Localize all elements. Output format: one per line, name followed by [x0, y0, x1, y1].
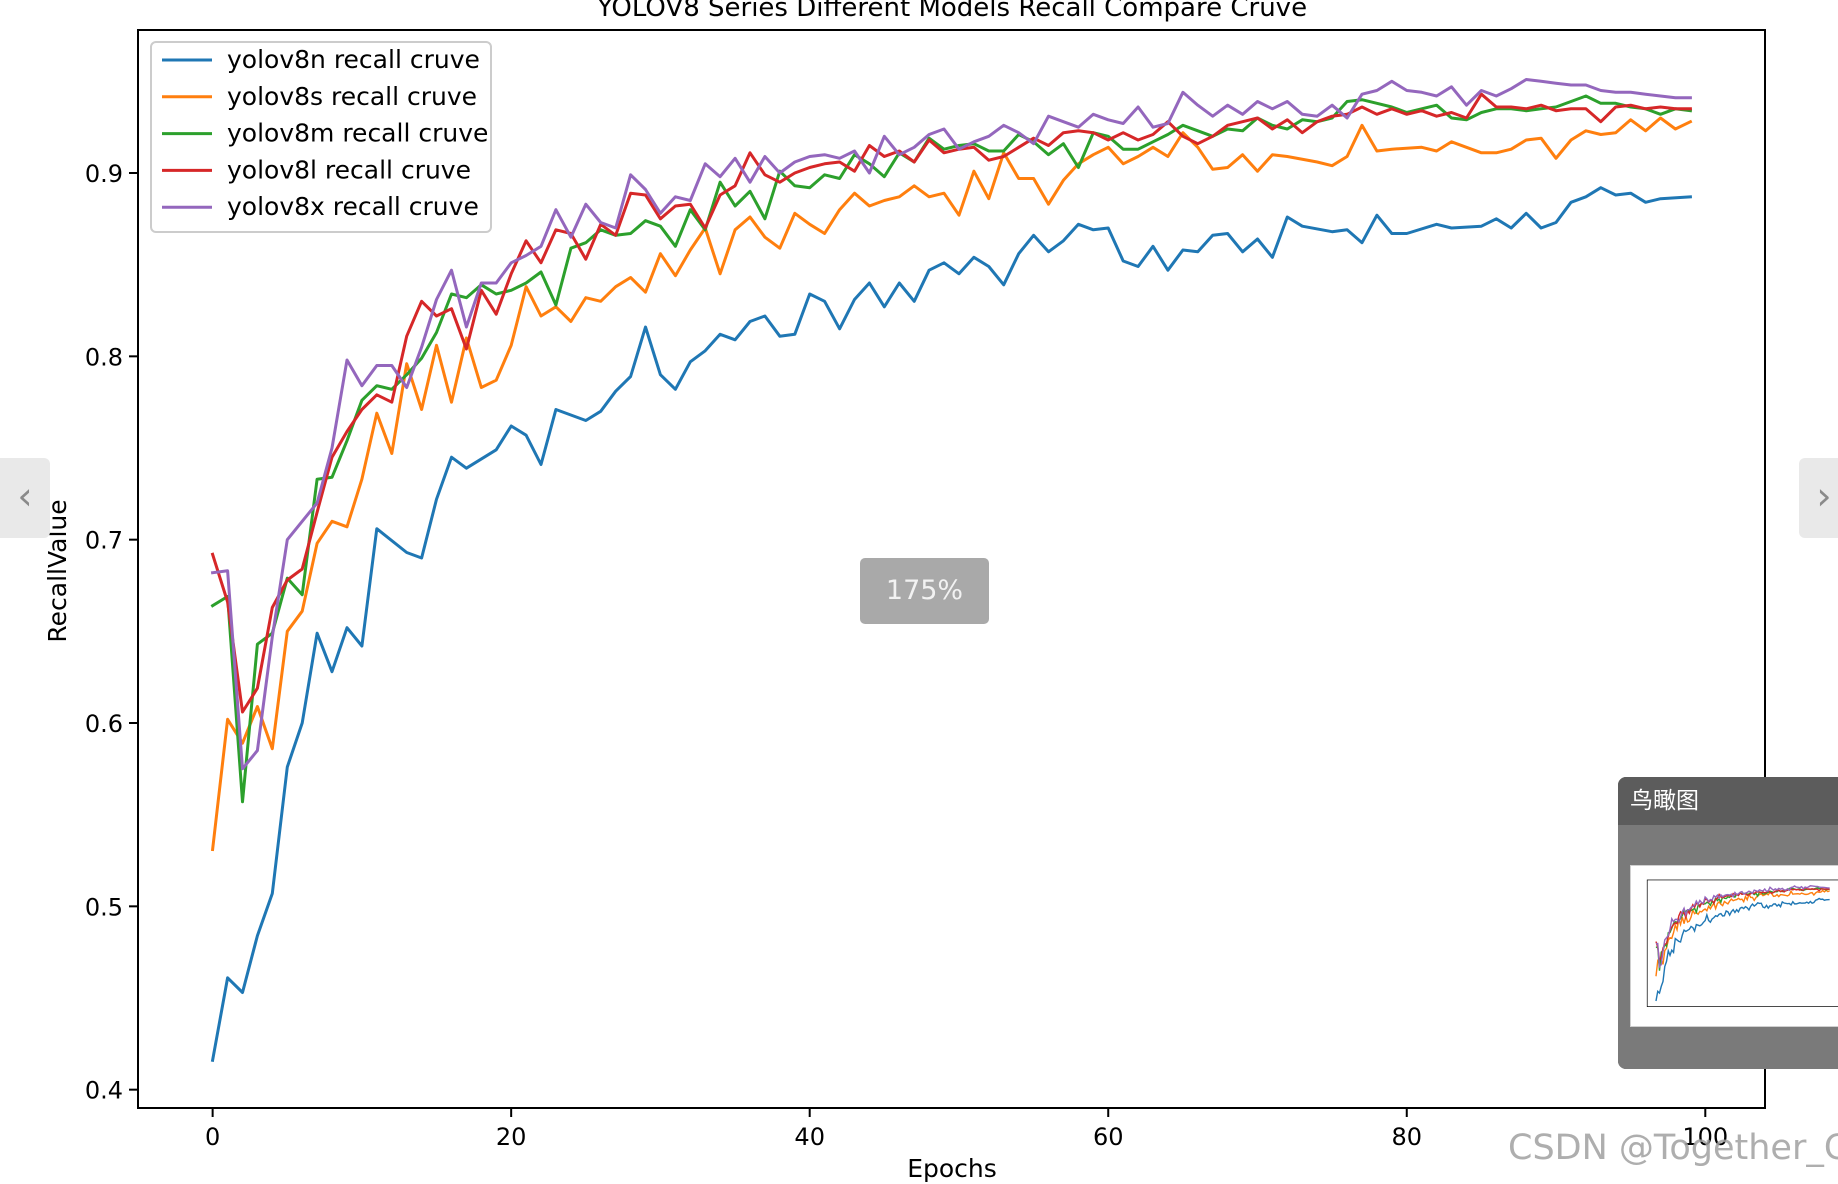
x-tick-label: 40	[794, 1123, 825, 1151]
axis-ticks: 0 20 40 60 80 100 0.4 0.5 0.6 0.7 0.8 0.9	[85, 160, 1728, 1151]
overview-panel[interactable]: 鸟瞰图	[1618, 777, 1838, 1069]
overview-title: 鸟瞰图	[1618, 777, 1838, 825]
y-tick-label: 0.9	[85, 160, 123, 188]
thumbnail-series-line	[1655, 885, 1830, 969]
legend-box	[150, 41, 492, 233]
legend-label: yolov8x recall cruve	[227, 192, 479, 221]
previous-image-button[interactable]: ‹	[0, 458, 50, 538]
x-axis-label: Epochs	[907, 1154, 997, 1183]
x-tick-label: 100	[1682, 1123, 1728, 1151]
x-tick-label: 80	[1391, 1123, 1422, 1151]
overview-body	[1618, 825, 1838, 1069]
legend-label: yolov8s recall cruve	[227, 82, 477, 111]
zoom-level-badge: 175%	[860, 558, 989, 624]
series-line	[210, 116, 1693, 852]
thumbnail-frame	[1646, 879, 1838, 1007]
watermark: CSDN @Together_CZ	[1508, 1128, 1838, 1168]
y-tick-label: 0.4	[85, 1077, 123, 1105]
overview-thumbnail[interactable]	[1630, 865, 1838, 1027]
thumbnail-series-line	[1655, 886, 1830, 963]
y-tick-label: 0.8	[85, 343, 123, 371]
series-line	[210, 78, 1692, 771]
x-tick-label: 0	[205, 1123, 220, 1151]
plot-frame	[137, 29, 1766, 1109]
overview-thumbnail-chart	[1646, 879, 1838, 1007]
y-tick-label: 0.5	[85, 893, 123, 921]
x-tick-label: 20	[496, 1123, 527, 1151]
next-image-button[interactable]: ›	[1799, 458, 1838, 538]
legend-label: yolov8l recall cruve	[227, 155, 471, 184]
legend-label: yolov8m recall cruve	[227, 119, 488, 148]
legend: yolov8n recall cruve yolov8s recall cruve…	[150, 41, 492, 233]
legend-label: yolov8n recall cruve	[227, 45, 480, 74]
y-tick-label: 0.7	[85, 527, 123, 555]
series-line	[210, 92, 1692, 714]
chart-title: YOLOV8 Series Different Models Recall Co…	[596, 0, 1307, 23]
y-tick-label: 0.6	[85, 710, 123, 738]
thumbnail-series-line	[1655, 889, 1830, 977]
series-line	[210, 186, 1692, 1063]
thumbnail-series-line	[1655, 897, 1830, 1002]
x-tick-label: 60	[1093, 1123, 1124, 1151]
series-lines	[210, 78, 1693, 1063]
